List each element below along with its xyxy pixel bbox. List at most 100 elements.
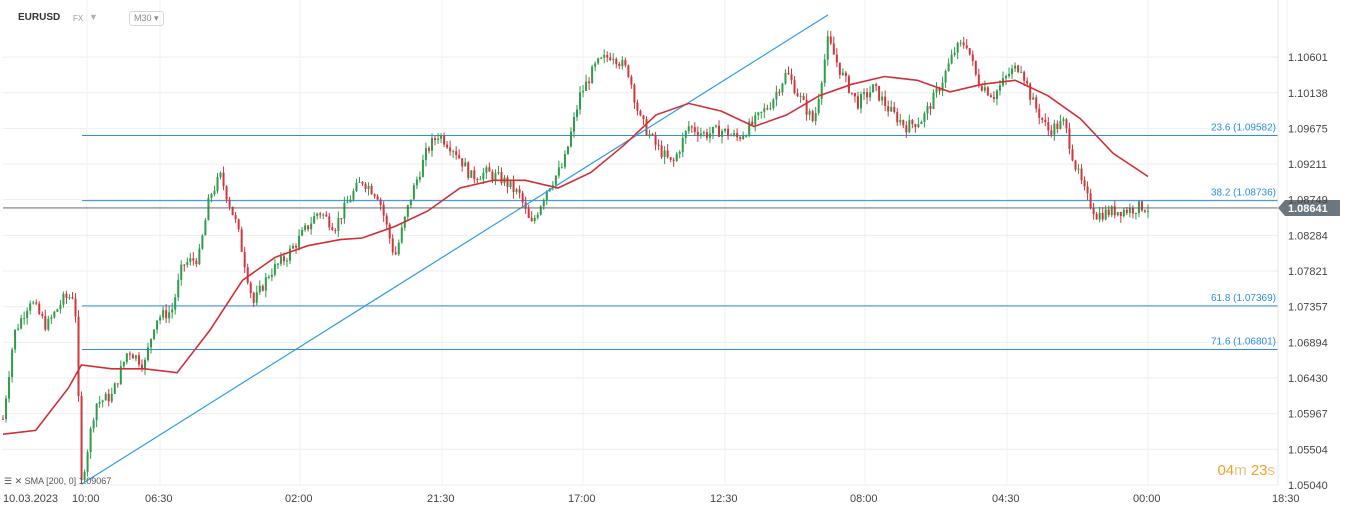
candle-body [989, 95, 992, 98]
candle-body [956, 42, 959, 53]
fib-level-label: 38.2 (1.08736) [1211, 188, 1276, 199]
candle-body [1110, 206, 1113, 216]
candle-body [914, 124, 917, 128]
candle-body [210, 194, 213, 198]
candle-body [153, 329, 156, 339]
candle-body [582, 90, 585, 93]
sma-line[interactable] [2, 75, 1149, 435]
candle-body [491, 171, 494, 180]
candle-body [1095, 214, 1098, 220]
candle-body [899, 120, 902, 123]
timeframe-value: M30 [134, 13, 152, 23]
indicator-legend[interactable]: ☰ ✕ SMA [200, 0] 1.09067 [4, 476, 111, 487]
candle-body [110, 393, 113, 402]
grid-lines [3, 0, 1288, 486]
candle-body [116, 383, 119, 385]
candle-body [267, 276, 270, 278]
candle-body [358, 181, 361, 183]
candle-body [325, 214, 328, 217]
candle-body [53, 311, 56, 318]
candle-body [775, 91, 778, 100]
candle-body [68, 297, 71, 299]
candle-body [140, 364, 143, 369]
candle-body [234, 215, 237, 220]
indicator-label: SMA [200, 0] 1.09067 [24, 476, 112, 486]
candle-body [657, 144, 660, 146]
y-tick-label: 1.06894 [1288, 337, 1328, 349]
candle-body [32, 302, 35, 304]
candle-body [147, 347, 150, 360]
candle-body [1083, 180, 1086, 187]
x-axis: 10.03.2023 10:00 06:30 02:00 21:30 17:00 12:30… [3, 493, 1300, 505]
candle-body [576, 109, 579, 118]
symbol-label[interactable]: EURUSD [18, 12, 61, 23]
candle-body [853, 92, 856, 97]
candle-body [893, 107, 896, 113]
candle-body [231, 206, 234, 216]
y-tick-label: 1.05967 [1288, 409, 1328, 421]
sma-group [2, 75, 1149, 435]
candle-body [500, 172, 503, 184]
candle-body [711, 126, 714, 134]
candle-body [107, 393, 110, 402]
timeframe-select[interactable]: M30 ▾ [129, 11, 164, 26]
candle-body [702, 132, 705, 134]
candle-body [1023, 71, 1026, 81]
candle-body [708, 133, 711, 138]
candle-body [654, 134, 657, 145]
candle-body [1080, 168, 1083, 181]
candle-body [131, 354, 134, 359]
candle-body [850, 92, 853, 94]
candle-body [1014, 65, 1017, 69]
candle-body [630, 76, 633, 85]
candle-body [648, 133, 651, 136]
x-tick-label: 10.03.2023 [3, 493, 58, 505]
candle-body [742, 135, 745, 139]
candle-body [572, 117, 575, 132]
trendline-group [81, 14, 829, 485]
candle-body [569, 131, 572, 147]
candle-body [198, 248, 201, 264]
candle-body [44, 316, 47, 330]
candle-body [545, 190, 548, 201]
candle-body [929, 106, 932, 109]
candle-body [443, 135, 446, 145]
candle-body [615, 58, 618, 64]
candle-body [905, 125, 908, 133]
trendline[interactable] [81, 14, 829, 485]
candle-body [557, 167, 560, 176]
y-tick-label: 1.05504 [1288, 444, 1328, 456]
candle-body [26, 310, 29, 318]
candle-body [1032, 97, 1035, 100]
candle-body [1047, 122, 1050, 131]
candle-body [1044, 119, 1047, 123]
candle-body [542, 200, 545, 207]
candle-body [92, 420, 95, 429]
menu-icon[interactable]: ☰ [4, 476, 13, 486]
candle-body [434, 138, 437, 140]
candle-body [406, 205, 409, 217]
candle-body [772, 99, 775, 109]
candle-body [143, 359, 146, 369]
candle-body [388, 224, 391, 239]
candle-body [156, 320, 159, 330]
instrument-type-label: FX [73, 14, 84, 23]
close-icon[interactable]: ✕ [14, 476, 23, 486]
candle-body [488, 167, 491, 172]
candle-body [1125, 209, 1128, 213]
candle-body [1035, 97, 1038, 109]
candle-countdown: 04m 23s [1217, 462, 1275, 479]
chevron-down-icon[interactable]: ▼ [89, 12, 98, 22]
x-tick-label: 00:00 [1133, 493, 1161, 505]
candle-body [391, 238, 394, 253]
candle-body [494, 173, 497, 180]
candle-body [730, 135, 733, 137]
candle-body [872, 84, 875, 93]
candle-body [421, 159, 424, 177]
candle-body [473, 170, 476, 180]
candle-body [183, 264, 186, 266]
candle-body [887, 106, 890, 112]
candle-body [1050, 130, 1053, 135]
